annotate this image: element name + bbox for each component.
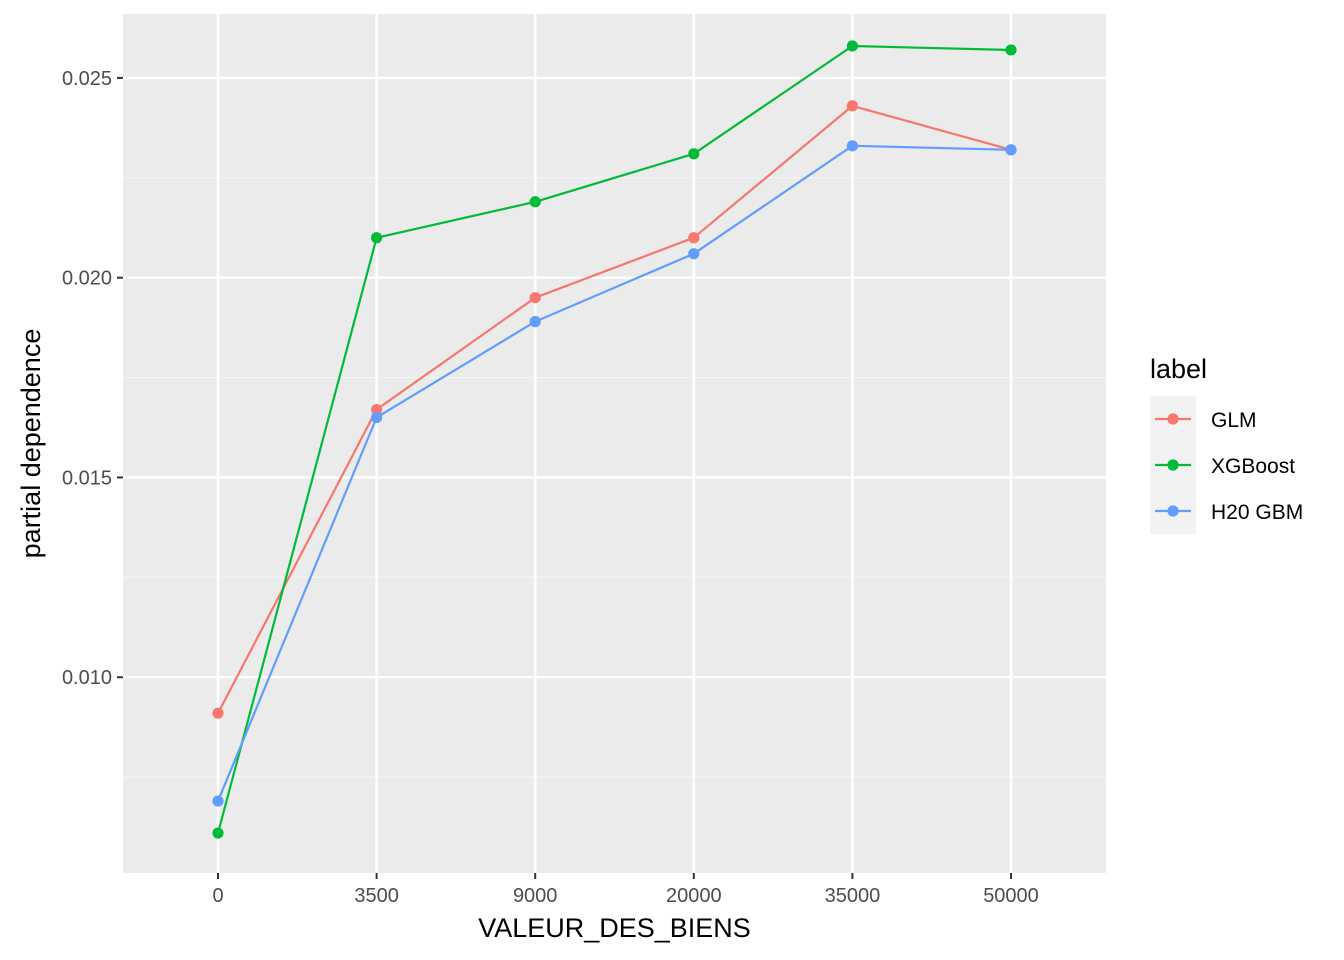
legend-label: GLM bbox=[1211, 409, 1257, 432]
major-gridlines-y bbox=[123, 76, 1106, 679]
legend-key-point bbox=[1167, 413, 1179, 425]
legend-key-point bbox=[1167, 505, 1179, 517]
data-point bbox=[846, 40, 859, 52]
series-points bbox=[212, 40, 1017, 839]
legend-item: GLM bbox=[1150, 396, 1257, 442]
data-point bbox=[1005, 144, 1017, 156]
data-point bbox=[371, 232, 383, 244]
data-point bbox=[212, 795, 224, 807]
y-tick-label: 0.020 bbox=[62, 268, 112, 290]
legend-item: H20 GBM bbox=[1150, 488, 1303, 534]
y-axis-title: partial dependence bbox=[16, 329, 46, 559]
data-point bbox=[212, 827, 224, 839]
data-point bbox=[212, 707, 224, 719]
series-line-glm bbox=[217, 104, 1012, 714]
series-lines bbox=[216, 44, 1012, 834]
x-axis-title: VALEUR_DES_BIENS bbox=[478, 913, 751, 943]
data-point bbox=[846, 140, 859, 152]
data-point bbox=[688, 148, 700, 160]
data-point bbox=[529, 196, 541, 208]
legend-label: H20 GBM bbox=[1211, 501, 1303, 524]
x-tick-label: 3500 bbox=[354, 885, 399, 907]
y-tick-label: 0.010 bbox=[62, 667, 112, 689]
data-point bbox=[688, 248, 700, 260]
legend-key-point bbox=[1167, 459, 1179, 471]
legend-title: label bbox=[1150, 354, 1207, 384]
x-axis: 0 3500 9000 20000 35000 50000 bbox=[212, 873, 1039, 907]
data-point bbox=[688, 232, 700, 244]
legend-label: XGBoost bbox=[1211, 455, 1295, 478]
x-tick-label: 35000 bbox=[825, 885, 881, 907]
data-point bbox=[371, 411, 383, 424]
series-line-xgboost bbox=[216, 44, 1012, 834]
x-tick-label: 0 bbox=[212, 885, 223, 907]
x-tick-label: 50000 bbox=[983, 885, 1039, 907]
data-point bbox=[371, 403, 383, 416]
data-point bbox=[846, 100, 859, 112]
legend: label GLM XGBoost H20 GBM bbox=[1150, 354, 1303, 534]
x-tick-label: 9000 bbox=[513, 885, 558, 907]
panel-background bbox=[123, 14, 1106, 873]
series-line-h20-gbm bbox=[216, 144, 1012, 802]
y-tick-label: 0.025 bbox=[62, 68, 112, 90]
x-tick-label: 20000 bbox=[666, 885, 722, 907]
y-axis: 0.010 0.015 0.020 0.025 bbox=[62, 68, 123, 689]
data-point bbox=[1005, 44, 1017, 56]
data-point bbox=[529, 292, 541, 304]
data-point bbox=[529, 316, 541, 328]
y-tick-label: 0.015 bbox=[62, 467, 112, 489]
legend-item: XGBoost bbox=[1150, 442, 1295, 488]
